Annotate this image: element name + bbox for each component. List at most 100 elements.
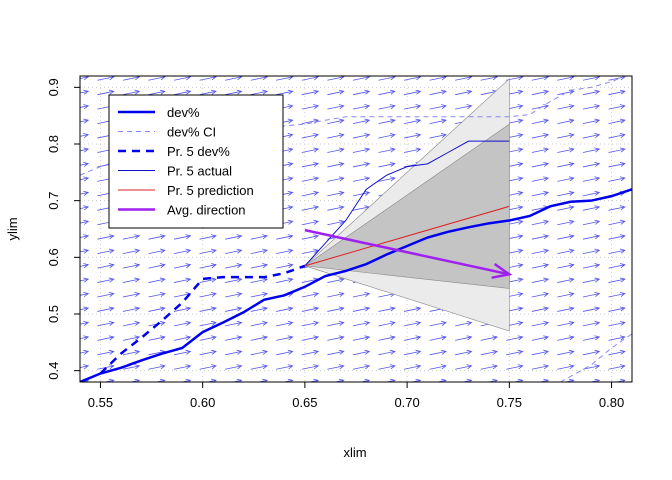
field-arrow <box>80 307 89 311</box>
field-arrow-head <box>594 118 601 124</box>
field-arrow <box>352 105 370 110</box>
field-arrow-head <box>185 89 192 95</box>
field-arrow-head <box>134 89 141 95</box>
field-arrow-head <box>568 190 575 196</box>
field-arrow <box>352 134 370 139</box>
field-arrow-head <box>646 235 651 239</box>
legend-label: Pr. 5 dev% <box>167 144 230 159</box>
field-arrow-head <box>466 89 473 95</box>
field-arrow <box>199 365 217 370</box>
field-arrow <box>148 307 165 312</box>
field-arrow <box>608 351 625 356</box>
field-arrow-head <box>134 320 141 326</box>
field-arrow <box>122 351 140 356</box>
field-arrow <box>582 163 600 168</box>
field-arrow-head <box>594 364 601 370</box>
field-arrow-head <box>594 104 601 110</box>
field-arrow <box>80 105 89 108</box>
field-arrow-head <box>492 364 498 370</box>
field-arrow-head <box>415 364 422 370</box>
field-arrow <box>80 148 89 152</box>
field-arrow-head <box>517 147 524 153</box>
field-arrow-head <box>619 306 626 312</box>
field-arrow <box>173 249 191 255</box>
field-arrow <box>327 90 344 96</box>
field-arrow-head <box>389 147 396 153</box>
field-arrow <box>429 351 447 356</box>
field-arrow-head <box>594 133 601 139</box>
field-arrow-head <box>83 263 90 269</box>
field-arrow <box>378 177 395 182</box>
field-arrow <box>403 119 421 124</box>
field-arrow <box>608 365 625 370</box>
field-arrow-head <box>211 89 217 95</box>
field-arrow-head <box>185 248 192 254</box>
field-arrow <box>378 134 395 139</box>
field-arrow-head <box>83 335 90 341</box>
field-arrow <box>122 278 140 283</box>
field-arrow-head <box>313 364 320 370</box>
field-arrow-head <box>543 118 550 124</box>
field-arrow <box>531 249 549 255</box>
field-arrow <box>634 337 650 340</box>
field-arrow <box>250 249 268 255</box>
field-arrow-head <box>134 335 141 341</box>
field-arrow <box>506 365 523 370</box>
field-arrow-head <box>338 176 345 182</box>
field-arrow <box>80 134 89 137</box>
field-arrow <box>276 307 293 312</box>
field-arrow <box>634 149 650 152</box>
field-arrow-head <box>619 248 626 254</box>
field-arrow <box>173 336 191 341</box>
field-arrow <box>531 119 549 124</box>
field-arrow-head <box>159 89 166 95</box>
field-arrow <box>403 307 421 312</box>
field-arrow-head <box>83 277 90 283</box>
field-arrow-head <box>364 320 371 326</box>
field-arrow-head <box>594 378 601 382</box>
field-arrow-head <box>543 133 550 139</box>
field-arrow <box>148 76 165 81</box>
field-arrow <box>378 119 395 124</box>
field-arrow <box>327 278 344 283</box>
field-arrow-head <box>262 89 268 95</box>
field-arrow-head <box>262 335 268 341</box>
field-arrow <box>634 308 650 311</box>
field-arrow <box>608 322 625 327</box>
field-arrow <box>557 177 574 182</box>
field-arrow <box>148 90 165 96</box>
field-arrow <box>634 380 650 383</box>
field-arrow <box>199 351 217 356</box>
field-arrow <box>80 336 89 340</box>
field-arrow-head <box>543 176 550 182</box>
field-arrow-head <box>543 263 550 269</box>
field-arrow <box>378 90 395 96</box>
field-arrow-head <box>594 190 601 196</box>
field-arrow-head <box>543 306 550 312</box>
field-arrow-head <box>619 205 626 211</box>
field-arrow-head <box>108 234 115 240</box>
field-arrow-head <box>568 219 575 225</box>
field-arrow-head <box>389 378 396 382</box>
field-arrow-head <box>159 277 166 283</box>
field-arrow-head <box>543 248 550 254</box>
field-arrow <box>582 206 600 211</box>
field-arrow <box>148 336 165 341</box>
field-arrow <box>531 322 549 327</box>
field-arrow <box>557 163 574 168</box>
field-arrow <box>80 322 89 325</box>
field-arrow-head <box>338 306 345 312</box>
field-arrow-head <box>543 161 550 167</box>
field-arrow-head <box>338 147 345 153</box>
field-arrow <box>97 249 114 255</box>
field-arrow <box>276 249 293 255</box>
field-arrow-head <box>134 349 141 355</box>
field-arrow-head <box>83 89 90 95</box>
field-arrow-head <box>619 176 626 182</box>
field-arrow <box>276 90 293 96</box>
field-arrow <box>276 278 293 283</box>
field-arrow <box>180 379 191 382</box>
field-arrow <box>199 336 217 341</box>
field-arrow <box>301 105 319 110</box>
field-arrow <box>250 293 268 298</box>
